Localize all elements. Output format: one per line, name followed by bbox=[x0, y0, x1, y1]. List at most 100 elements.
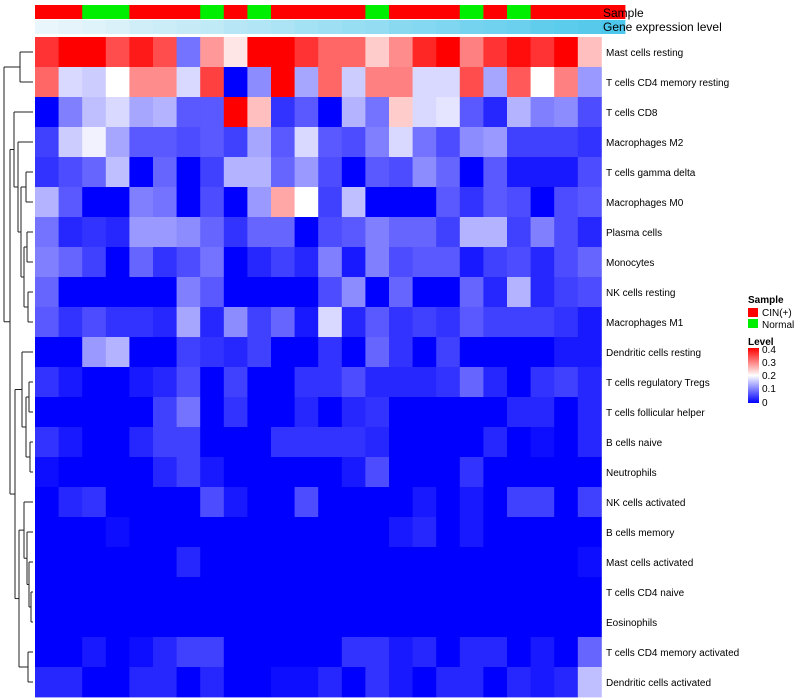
heatmap-cell bbox=[459, 547, 484, 578]
heatmap-cell bbox=[105, 667, 130, 698]
heatmap-cell bbox=[436, 217, 461, 248]
heatmap-cell bbox=[58, 637, 83, 668]
heatmap-cell bbox=[459, 97, 484, 128]
heatmap-cell bbox=[129, 577, 154, 608]
heatmap-cell bbox=[153, 427, 177, 458]
heatmap-cell bbox=[318, 97, 343, 128]
row-label: Macrophages M2 bbox=[606, 138, 684, 149]
row-labels: Mast cells resting T cells CD4 memory res… bbox=[606, 48, 739, 689]
heatmap-cell bbox=[176, 487, 201, 518]
heatmap-cell bbox=[129, 157, 154, 188]
heatmap-cell bbox=[554, 547, 579, 578]
heatmap-cell bbox=[412, 187, 437, 218]
heatmap-cell bbox=[341, 367, 366, 398]
heatmap-cell bbox=[577, 187, 602, 218]
expression-cell bbox=[82, 20, 107, 34]
sample-legend: Sample CIN(+) Normal bbox=[748, 295, 794, 331]
heatmap-cell bbox=[365, 577, 390, 608]
heatmap-cell bbox=[223, 607, 248, 638]
heatmap-cell bbox=[58, 217, 83, 248]
heatmap-cell bbox=[153, 487, 177, 518]
heatmap-cell bbox=[153, 607, 177, 638]
heatmap-cell bbox=[459, 577, 484, 608]
heatmap-cell bbox=[554, 307, 579, 338]
heatmap-cell bbox=[507, 247, 531, 278]
legend-swatch-cin bbox=[748, 308, 758, 317]
heatmap-cell bbox=[459, 277, 484, 308]
heatmap-cell bbox=[58, 607, 83, 638]
heatmap-cell bbox=[58, 277, 83, 308]
heatmap-cell bbox=[412, 277, 437, 308]
heatmap-cell bbox=[341, 187, 366, 218]
heatmap-cell bbox=[530, 67, 555, 98]
heatmap-cell bbox=[554, 337, 579, 368]
heatmap-cell bbox=[436, 607, 461, 638]
heatmap-cell bbox=[436, 427, 461, 458]
heatmap-cell bbox=[271, 397, 295, 428]
row-label: Eosinophils bbox=[606, 618, 657, 629]
heatmap-cell bbox=[389, 217, 413, 248]
heatmap-cell bbox=[530, 607, 555, 638]
heatmap-cell bbox=[389, 607, 413, 638]
heatmap-cell bbox=[247, 487, 272, 518]
heatmap-cell bbox=[200, 547, 225, 578]
heatmap-cell bbox=[365, 277, 390, 308]
heatmap-cell bbox=[530, 157, 555, 188]
heatmap-cell bbox=[35, 217, 59, 248]
row-label: T cells gamma delta bbox=[606, 168, 696, 179]
heatmap-cell bbox=[35, 247, 59, 278]
heatmap-cell bbox=[105, 457, 130, 488]
heatmap-cell bbox=[389, 517, 413, 548]
heatmap-cell bbox=[200, 97, 225, 128]
heatmap-cell bbox=[436, 367, 461, 398]
heatmap-cell bbox=[271, 517, 295, 548]
heatmap-cell bbox=[459, 67, 484, 98]
heatmap-cell bbox=[436, 637, 461, 668]
sample-cell bbox=[483, 5, 508, 19]
heatmap-cell bbox=[318, 547, 343, 578]
heatmap-cell bbox=[176, 127, 201, 158]
expression-cell bbox=[35, 20, 59, 34]
heatmap-cell bbox=[389, 157, 413, 188]
heatmap-cell bbox=[365, 187, 390, 218]
heatmap-cell bbox=[35, 577, 59, 608]
heatmap-cell bbox=[577, 487, 602, 518]
heatmap-cell bbox=[436, 37, 461, 68]
heatmap-cell bbox=[200, 247, 225, 278]
heatmap-cell bbox=[554, 37, 579, 68]
heatmap-cell bbox=[318, 247, 343, 278]
heatmap-cell bbox=[483, 337, 508, 368]
heatmap-cell bbox=[247, 577, 272, 608]
sample-cell bbox=[365, 5, 390, 19]
heatmap-cell bbox=[436, 457, 461, 488]
heatmap-cell bbox=[153, 547, 177, 578]
heatmap-cell bbox=[365, 217, 390, 248]
heatmap-cell bbox=[318, 397, 343, 428]
row-label: Macrophages M0 bbox=[606, 198, 684, 209]
heatmap-cell bbox=[294, 247, 319, 278]
row-label: Mast cells resting bbox=[606, 48, 683, 59]
heatmap-cell bbox=[554, 517, 579, 548]
heatmap-cell bbox=[365, 667, 390, 698]
heatmap-cell bbox=[577, 667, 602, 698]
heatmap-cell bbox=[271, 637, 295, 668]
heatmap-cell bbox=[82, 607, 107, 638]
row-label: B cells memory bbox=[606, 528, 674, 539]
expression-cell bbox=[459, 20, 484, 34]
heatmap-cell bbox=[483, 307, 508, 338]
heatmap-cell bbox=[459, 607, 484, 638]
heatmap-cell bbox=[318, 307, 343, 338]
heatmap-cell bbox=[35, 187, 59, 218]
heatmap-cell bbox=[176, 457, 201, 488]
heatmap-cell bbox=[318, 337, 343, 368]
expression-cell bbox=[318, 20, 343, 34]
heatmap-cell bbox=[365, 427, 390, 458]
heatmap-cell bbox=[129, 277, 154, 308]
heatmap-cell bbox=[554, 367, 579, 398]
heatmap-cell bbox=[153, 577, 177, 608]
heatmap-cell bbox=[436, 517, 461, 548]
heatmap-cell bbox=[554, 187, 579, 218]
expression-cell bbox=[507, 20, 531, 34]
heatmap-cell bbox=[247, 127, 272, 158]
